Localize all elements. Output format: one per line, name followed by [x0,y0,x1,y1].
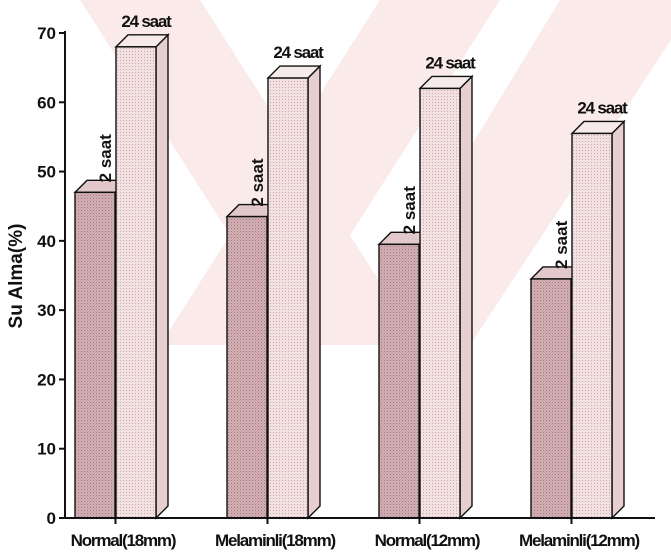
y-tick-label: 20 [37,370,56,389]
bars [73,33,626,520]
bar-front [74,191,116,519]
bar-front [419,87,461,519]
bar-side [155,33,169,520]
bar-label: 24 saat [121,12,172,31]
bar-front [530,278,572,519]
bar-label: 2 saat [552,220,571,269]
bar-label: 24 saat [425,53,476,72]
bar-front [378,243,420,519]
y-axis-title: Su Alma(%) [6,224,27,329]
bar-front [571,132,613,519]
y-tick-label: 10 [37,440,56,459]
bar-labels: 2 saat 24 saat 2 saat 24 saat 2 saat 24 saat 2… [96,12,629,269]
y-tick-label: 40 [37,232,56,251]
bar-side [459,74,473,520]
bar-side [307,64,321,520]
bar [418,74,474,520]
y-tick-label: 70 [37,24,56,43]
bar-label: 2 saat [248,158,267,207]
x-tick-label: Normal(12mm) [375,531,480,550]
x-tick-label: Melaminli(12mm) [519,531,639,550]
bar-label: 2 saat [96,134,115,183]
bar-side [611,119,625,520]
bar-label: 2 saat [400,186,419,235]
x-tick-label: Melaminli(18mm) [215,531,335,550]
y-tick-label: 60 [37,93,56,112]
bar-label: 24 saat [577,98,628,117]
bar [570,119,626,520]
y-ticks: 0 10 20 30 40 50 60 70 [37,24,65,528]
y-tick-label: 30 [37,301,56,320]
bar-front [115,46,157,519]
x-tick-label: Normal(18mm) [71,531,176,550]
bar [266,64,322,520]
x-tick-labels: Normal(18mm) Melaminli(18mm) Normal(12mm) M… [71,518,641,550]
bar-front [226,215,268,519]
axes [64,31,655,519]
y-tick-label: 0 [47,509,56,528]
bar [114,33,170,520]
bar-front [267,77,309,519]
bar-label: 24 saat [273,43,324,62]
y-tick-label: 50 [37,163,56,182]
